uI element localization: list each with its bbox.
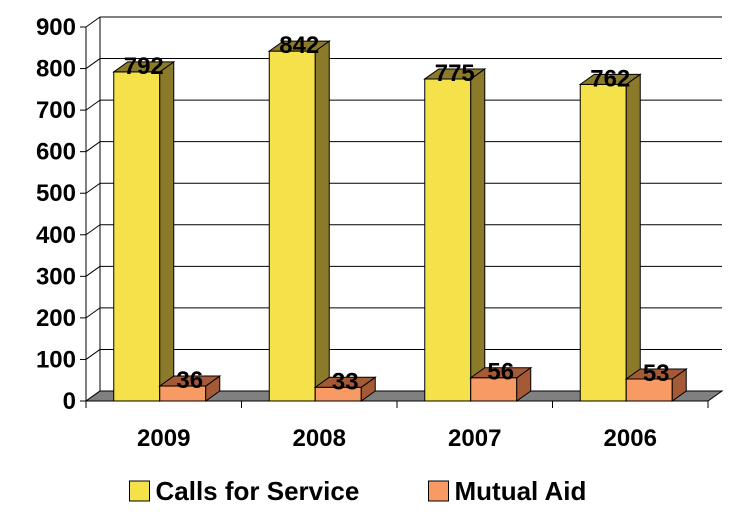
gridline-depth: [85, 99, 101, 111]
gridline-depth: [85, 349, 101, 360]
bar-calls-for-service-2008: [267, 40, 331, 402]
y-axis: 0 100 200 300 400 500 600 700 800 900: [36, 14, 87, 415]
data-label: 762: [590, 65, 630, 92]
y-tick-label: 200: [36, 305, 76, 332]
data-label: 775: [435, 60, 475, 87]
y-tick-label: 600: [36, 139, 76, 166]
legend-swatch: [129, 480, 150, 502]
data-labels: 792 36 842 33 775 56 762 53: [124, 32, 670, 395]
bars: [112, 40, 688, 402]
x-tick-label: 2009: [137, 425, 190, 452]
y-tick-label: 400: [36, 222, 76, 249]
gridline-depth: [85, 224, 101, 236]
legend-item-mutual-aid: Mutual Aid: [428, 476, 587, 506]
legend-label: Mutual Aid: [455, 476, 587, 506]
x-axis: 2009 2008 2007 2006: [85, 400, 709, 452]
legend-item-calls-for-service: Calls for Service: [129, 476, 360, 506]
legend: Calls for Service Mutual Aid: [129, 476, 587, 506]
bar-mutual-aid-2006: [624, 368, 688, 402]
gridline-depth: [85, 58, 101, 69]
legend-swatch: [428, 480, 449, 502]
gridline-depth: [85, 265, 101, 277]
bar-calls-for-service-2009: [112, 60, 176, 402]
data-label: 56: [487, 359, 514, 386]
x-tick-label: 2008: [293, 425, 346, 452]
x-tick-label: 2007: [448, 425, 501, 452]
gridline-depth: [85, 307, 101, 319]
data-label: 33: [332, 368, 359, 395]
bar-mutual-aid-2008: [313, 376, 377, 402]
y-tick-label: 800: [36, 56, 76, 83]
legend-label: Calls for Service: [156, 476, 360, 506]
bar-mutual-aid-2007: [469, 366, 533, 402]
y-tick-label: 900: [36, 14, 76, 41]
bar-calls-for-service-2007: [423, 67, 487, 402]
bar-calls-for-service-2006: [578, 73, 642, 402]
y-tick-label: 700: [36, 97, 76, 124]
data-label: 53: [643, 360, 670, 387]
data-label: 792: [124, 53, 164, 80]
bar-mutual-aid-2009: [158, 375, 222, 402]
gridline-depth: [85, 141, 101, 153]
y-tick-label: 500: [36, 180, 76, 207]
y-tick-label: 300: [36, 263, 76, 290]
x-tick-label: 2006: [604, 425, 657, 452]
gridline-depth: [85, 16, 101, 28]
data-label: 842: [279, 32, 319, 59]
y-tick-label: 100: [36, 346, 76, 373]
data-label: 36: [176, 367, 203, 394]
y-tick-label: 0: [63, 388, 76, 415]
gridline-depth: [85, 182, 101, 194]
